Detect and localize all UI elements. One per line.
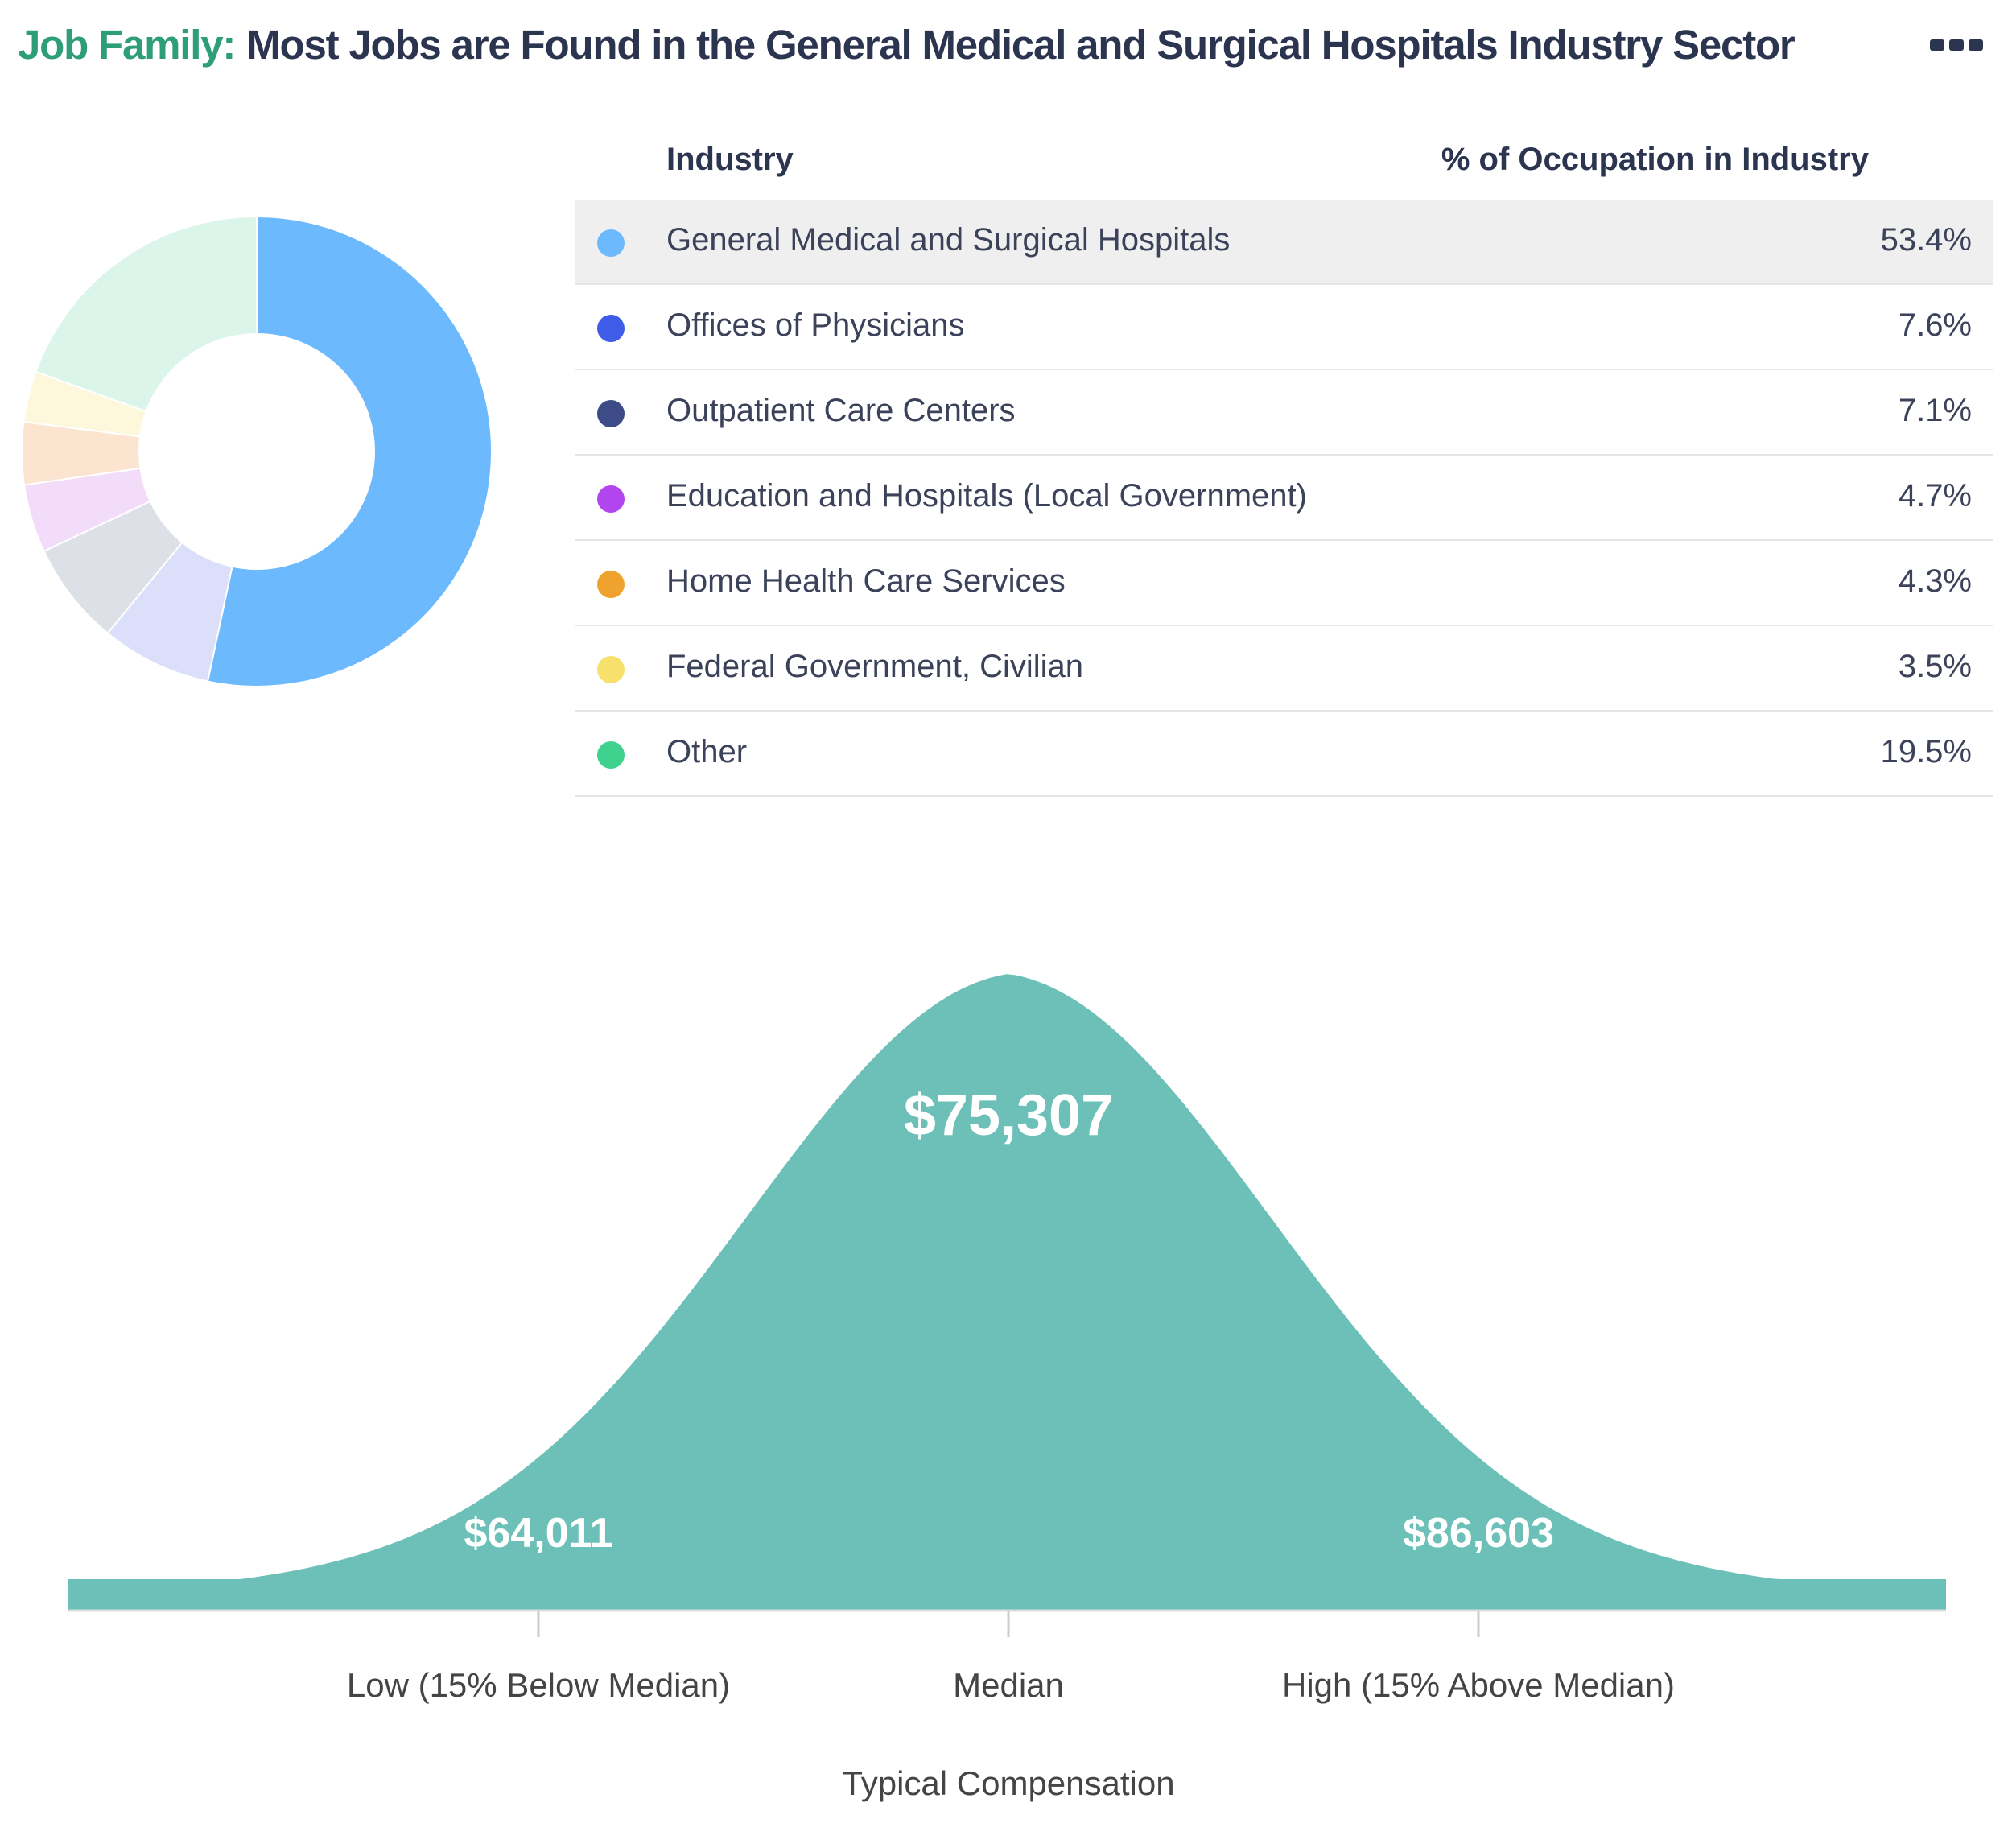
- industry-name: Other: [666, 734, 748, 769]
- legend-dot-icon: [597, 656, 625, 683]
- industry-percent: 3.5%: [1898, 649, 1972, 684]
- industry-donut-chart: [21, 215, 493, 687]
- legend-dot-icon: [597, 571, 625, 598]
- industry-percent: 4.3%: [1898, 563, 1972, 599]
- industry-name: Federal Government, Civilian: [666, 649, 1083, 684]
- industry-percent: 53.4%: [1880, 222, 1972, 258]
- legend-dot-icon: [597, 315, 625, 342]
- compensation-value-label: $86,603: [1403, 1510, 1554, 1557]
- compensation-distribution-chart: Low (15% Below Median) $64,011 Median $75,3…: [68, 974, 1946, 1802]
- industry-name: General Medical and Surgical Hospitals: [666, 222, 1231, 258]
- legend-dot-icon: [597, 741, 625, 769]
- x-tick-label: High (15% Above Median): [1282, 1666, 1675, 1704]
- table-row[interactable]: Education and Hospitals (Local Governmen…: [575, 456, 1993, 541]
- industry-name: Offices of Physicians: [666, 307, 965, 343]
- donut-slice[interactable]: [35, 215, 258, 413]
- industry-percent: 19.5%: [1880, 734, 1972, 769]
- donut-slice[interactable]: [206, 215, 493, 687]
- industry-name: Home Health Care Services: [666, 563, 1066, 599]
- table-row[interactable]: Home Health Care Services 4.3%: [575, 541, 1993, 626]
- more-options-icon[interactable]: [1930, 35, 1983, 55]
- x-tick-label: Low (15% Below Median): [347, 1666, 730, 1704]
- industry-name: Outpatient Care Centers: [666, 393, 1016, 428]
- legend-dot-icon: [597, 485, 625, 513]
- x-axis-title: Typical Compensation: [842, 1764, 1174, 1802]
- industry-percent: 4.7%: [1898, 478, 1972, 514]
- industry-table: Industry % of Occupation in Industry Gen…: [575, 129, 1993, 797]
- legend-dot-icon: [597, 400, 625, 427]
- menu-dot: [1969, 39, 1983, 51]
- page-title: Job Family: Most Jobs are Found in the Ge…: [18, 18, 1796, 72]
- menu-dot: [1930, 39, 1944, 51]
- x-tick-label: Median: [953, 1666, 1064, 1704]
- industry-percent: 7.6%: [1898, 307, 1972, 343]
- table-row[interactable]: General Medical and Surgical Hospitals 53…: [575, 200, 1993, 285]
- industry-column-header: Industry: [666, 142, 794, 177]
- percent-column-header: % of Occupation in Industry: [1441, 142, 1869, 177]
- legend-dot-icon: [597, 229, 625, 257]
- industry-percent: 7.1%: [1898, 393, 1972, 428]
- title-prefix: Job Family:: [18, 22, 236, 68]
- menu-dot: [1949, 39, 1964, 51]
- table-row[interactable]: Other 19.5%: [575, 712, 1993, 797]
- industry-name: Education and Hospitals (Local Governmen…: [666, 478, 1307, 514]
- table-row[interactable]: Federal Government, Civilian 3.5%: [575, 626, 1993, 712]
- compensation-value-label: $64,011: [464, 1510, 612, 1557]
- table-body: General Medical and Surgical Hospitals 53…: [575, 200, 1993, 797]
- table-row[interactable]: Offices of Physicians 7.6%: [575, 285, 1993, 370]
- table-row[interactable]: Outpatient Care Centers 7.1%: [575, 370, 1993, 456]
- compensation-area: [68, 974, 1946, 1610]
- compensation-value-label: $75,307: [904, 1083, 1113, 1148]
- table-header: Industry % of Occupation in Industry: [575, 129, 1993, 200]
- title-text: Most Jobs are Found in the General Medic…: [246, 22, 1796, 68]
